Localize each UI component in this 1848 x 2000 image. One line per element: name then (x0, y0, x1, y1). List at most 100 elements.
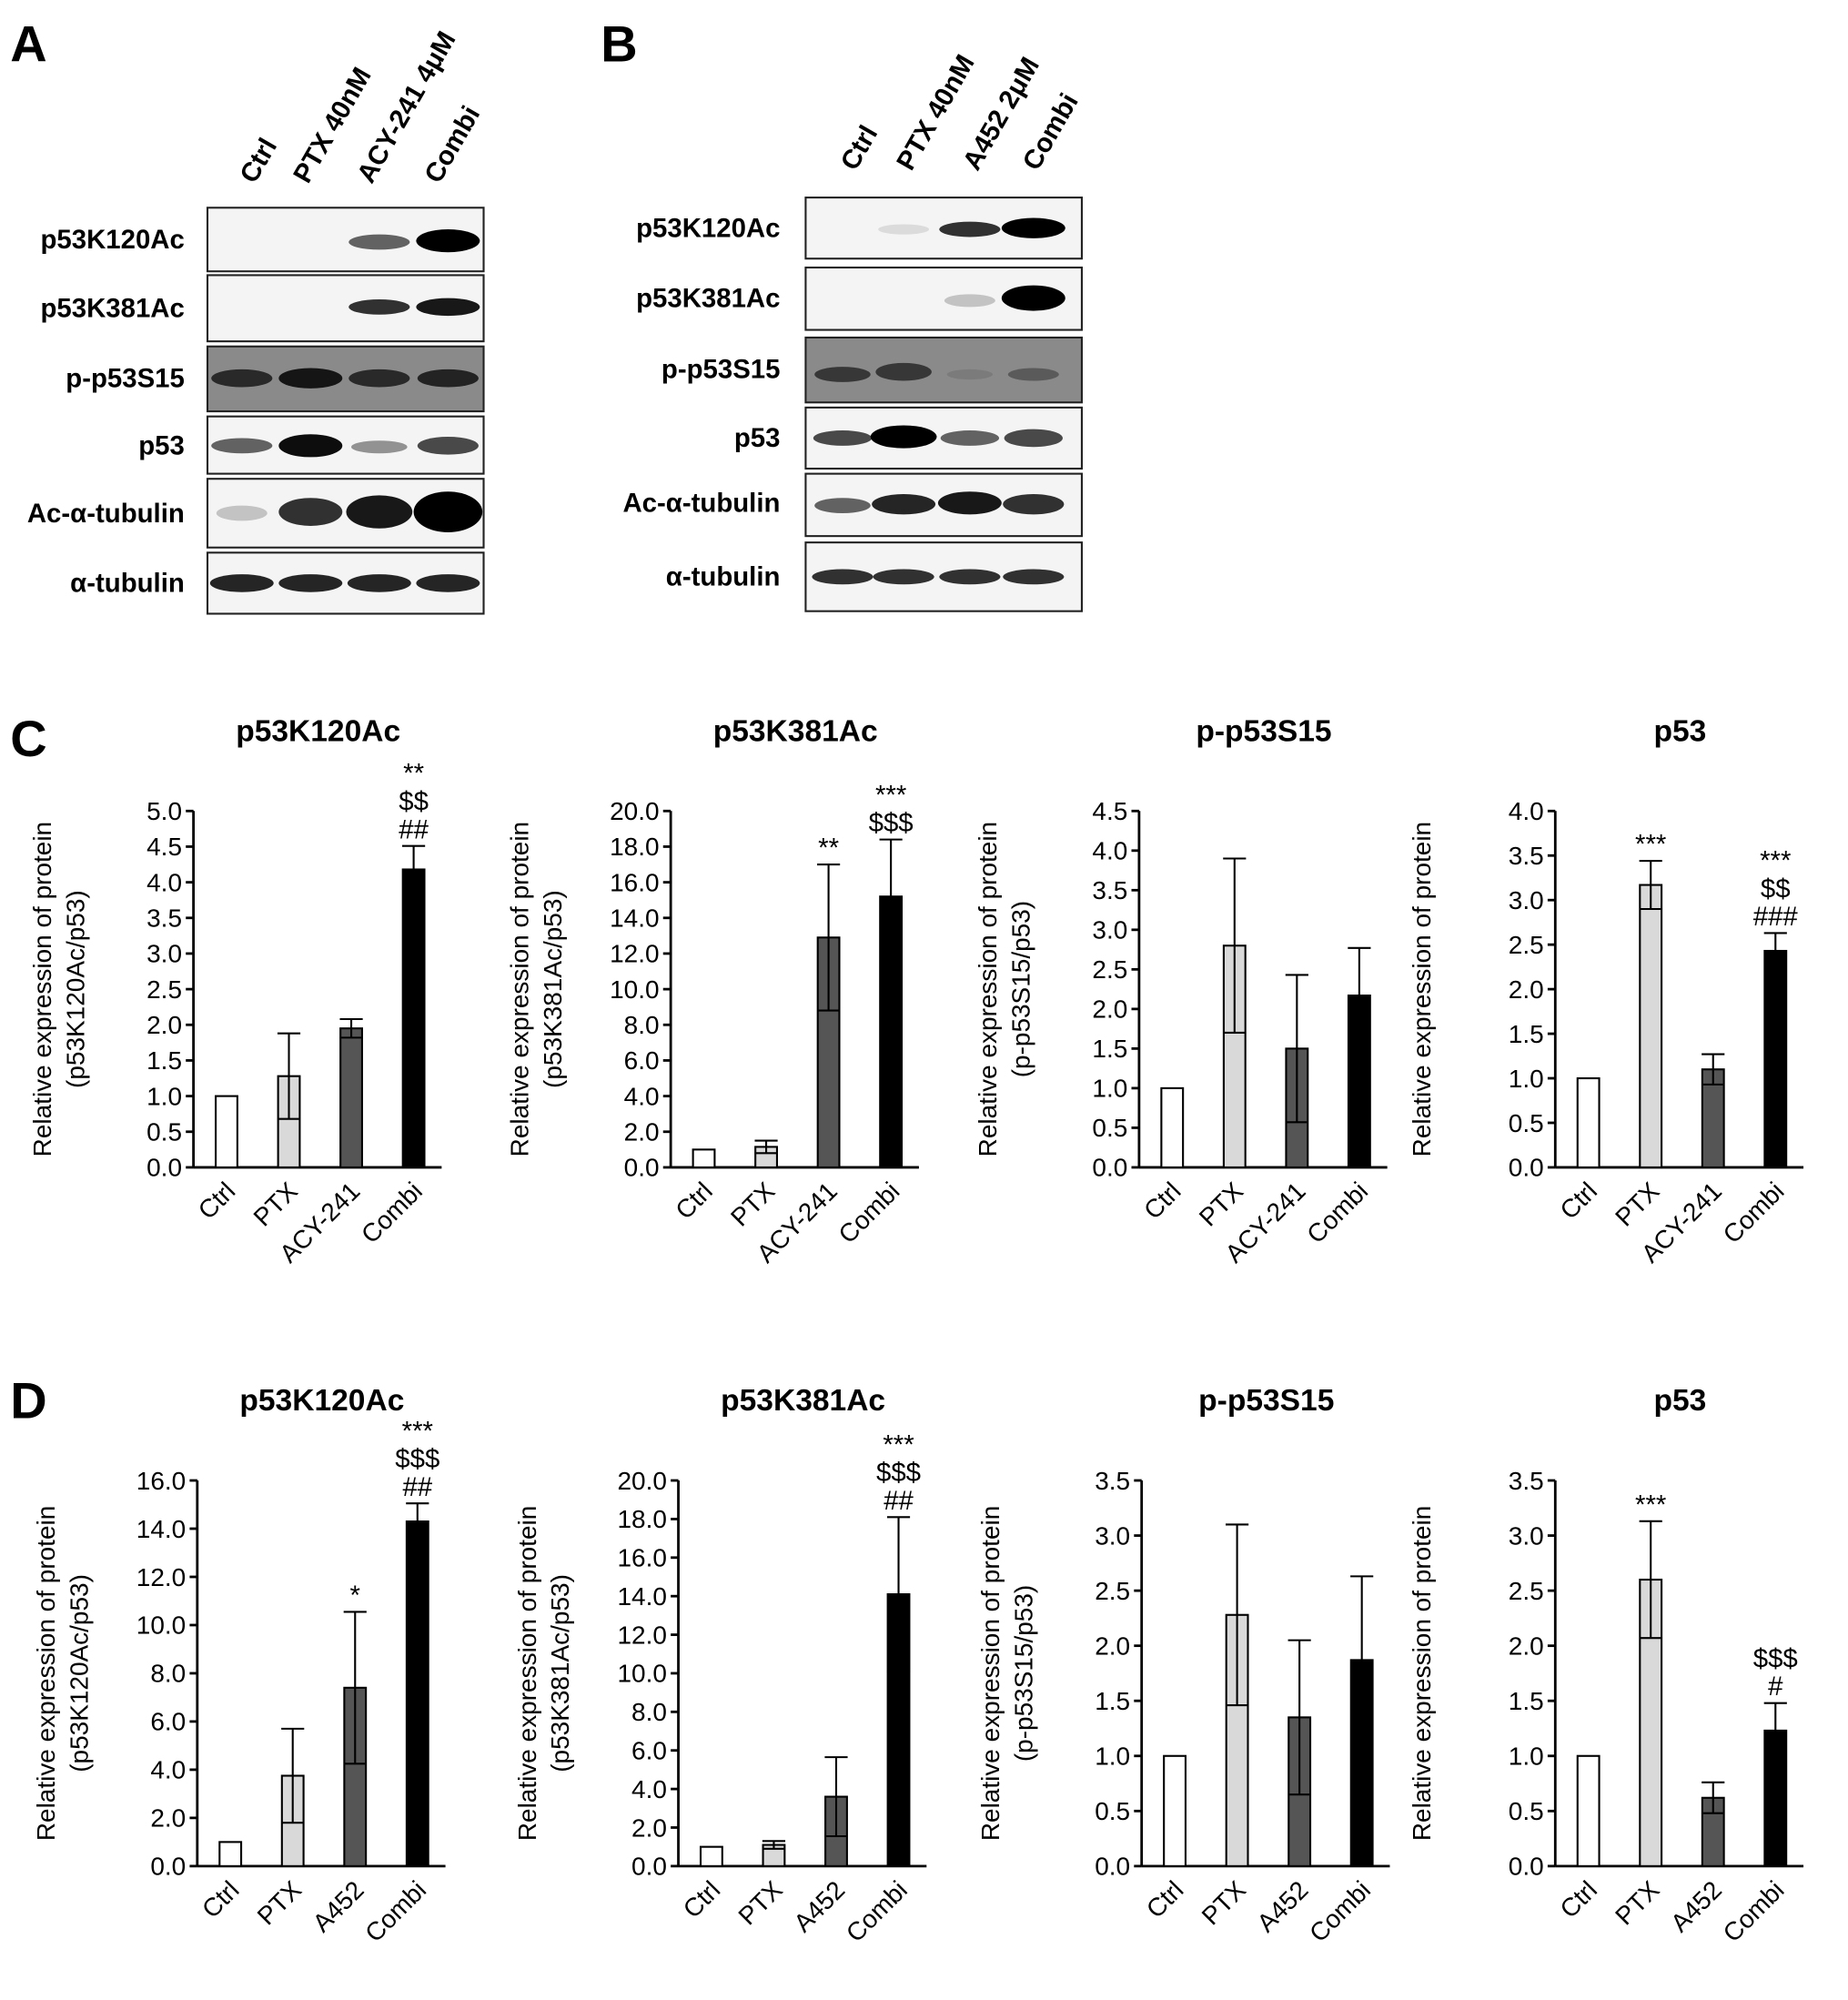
y-tick-label: 2.0 (624, 1118, 660, 1146)
x-tick-label: Ctrl (1554, 1177, 1602, 1225)
y-tick-label: 2.5 (1092, 955, 1127, 984)
bar (692, 1148, 716, 1168)
row-label: p53K120Ac (41, 225, 185, 255)
y-axis-label: (p53K381Ac/p53) (546, 1574, 574, 1773)
y-tick-label: 0.5 (1509, 1797, 1544, 1825)
x-tick-label: PTX (725, 1177, 781, 1232)
x-tick-label: Combi (1718, 1875, 1790, 1947)
bar (401, 868, 426, 1168)
bar (405, 1520, 429, 1867)
bar-chart: p-p53S15 Relative expression of protein (p… (976, 1384, 1390, 1947)
lane-label: Ctrl (834, 120, 884, 175)
significance-label: # (1768, 1672, 1783, 1702)
y-tick-label: 12.0 (618, 1621, 667, 1649)
bar-chart: p53K381Ac Relative expression of protein(… (513, 1384, 927, 1947)
y-tick-label: 0.0 (1509, 1853, 1544, 1881)
row-label: p53K381Ac (636, 283, 780, 313)
significance-label: *** (1760, 845, 1791, 875)
x-tick-label: Combi (1304, 1875, 1376, 1947)
y-tick-label: 1.5 (146, 1046, 182, 1075)
chart-title: p53K381Ac (721, 1384, 885, 1418)
y-tick-label: 3.5 (1509, 1467, 1544, 1495)
y-tick-label: 2.5 (1095, 1577, 1130, 1605)
bar-chart: p53K381Ac Relative expression of protein(… (505, 714, 919, 1268)
y-tick-label: 2.0 (631, 1813, 667, 1842)
y-tick-label: 2.5 (1509, 1577, 1544, 1605)
y-tick-label: 6.0 (631, 1737, 667, 1765)
y-axis-label: Relative expression of protein (974, 822, 1002, 1157)
y-tick-label: 3.0 (1509, 886, 1544, 914)
y-tick-label: 2.0 (1092, 995, 1127, 1024)
y-tick-label: 3.5 (1092, 876, 1127, 904)
y-tick-label: 2.0 (146, 1011, 182, 1039)
y-tick-label: 1.5 (1095, 1687, 1130, 1715)
y-tick-label: 1.5 (1509, 1020, 1544, 1048)
y-axis-label: (p-p53S15/p53) (1009, 1585, 1037, 1762)
x-tick-label: Ctrl (1554, 1875, 1602, 1924)
x-tick-label: PTX (1610, 1875, 1665, 1931)
y-tick-label: 0.0 (150, 1853, 186, 1881)
row-label: p53 (734, 423, 781, 453)
y-tick-label: 10.0 (136, 1611, 186, 1640)
y-tick-label: 8.0 (631, 1698, 667, 1726)
row-label: p53K120Ac (636, 213, 780, 243)
row-label: α-tubulin (666, 562, 781, 592)
significance-label: $$ (399, 787, 429, 817)
x-tick-label: Combi (359, 1875, 431, 1947)
y-axis-label: Relative expression of protein (513, 1506, 541, 1841)
chart-title: p-p53S15 (1196, 714, 1331, 748)
x-tick-label: Combi (833, 1177, 904, 1248)
y-axis-label: Relative expression of protein (1408, 822, 1436, 1157)
y-tick-label: 0.5 (1092, 1114, 1127, 1142)
panel-label: D (10, 1371, 46, 1429)
panel-label: B (601, 15, 637, 72)
y-tick-label: 5.0 (146, 797, 182, 825)
panel-label: A (10, 15, 46, 72)
y-tick-label: 0.0 (624, 1154, 660, 1182)
row-label: α-tubulin (70, 569, 185, 599)
y-tick-label: 4.5 (146, 833, 182, 861)
bar-chart: p53K120Ac Relative expression of protein(… (28, 714, 442, 1268)
y-tick-label: 1.0 (1509, 1742, 1544, 1771)
bar-chart: p-p53S15 Relative expression of protein (p… (974, 714, 1388, 1268)
x-tick-label: PTX (248, 1177, 304, 1232)
chart-title: p53 (1653, 1384, 1706, 1418)
y-axis-label: (p-p53S15/p53) (1007, 901, 1035, 1077)
significance-label: *** (883, 1429, 914, 1460)
bar (1576, 1754, 1601, 1867)
bar (1576, 1076, 1601, 1168)
bands (209, 229, 483, 592)
bar (215, 1095, 238, 1168)
y-tick-label: 14.0 (610, 904, 659, 933)
lane-label: Ctrl (234, 133, 283, 187)
y-tick-label: 2.5 (1509, 931, 1544, 959)
row-label: p53K381Ac (41, 294, 185, 324)
y-axis-label: Relative expression of protein (976, 1506, 1005, 1841)
blot-strip (804, 336, 1083, 404)
y-tick-label: 18.0 (610, 833, 659, 861)
x-tick-label: PTX (1194, 1177, 1249, 1232)
y-tick-label: 2.0 (150, 1804, 186, 1833)
y-tick-label: 3.0 (1095, 1521, 1130, 1550)
y-tick-label: 4.0 (146, 868, 182, 896)
x-tick-label: Ctrl (670, 1177, 718, 1225)
y-tick-label: 1.0 (146, 1082, 182, 1110)
row-label: p-p53S15 (66, 363, 185, 393)
bar (218, 1841, 243, 1867)
y-tick-label: 1.0 (1092, 1075, 1127, 1103)
y-tick-label: 2.0 (1509, 975, 1544, 1004)
y-tick-label: 4.0 (1509, 797, 1544, 825)
blot-a: Ctrl PTX 40nM ACY-241 4μM Combi p53K120A… (27, 26, 486, 615)
significance-label: * (350, 1581, 360, 1611)
y-tick-label: 1.5 (1509, 1687, 1544, 1715)
y-tick-label: 4.0 (150, 1756, 186, 1784)
y-axis-label: (p53K120Ac/p53) (61, 890, 89, 1088)
bar (339, 1027, 363, 1168)
bar (1639, 884, 1663, 1168)
y-tick-label: 6.0 (150, 1708, 186, 1736)
significance-label: ### (1753, 902, 1799, 932)
x-tick-label: Combi (356, 1177, 428, 1248)
chart-title: p-p53S15 (1198, 1384, 1334, 1418)
y-tick-label: 0.0 (146, 1154, 182, 1182)
